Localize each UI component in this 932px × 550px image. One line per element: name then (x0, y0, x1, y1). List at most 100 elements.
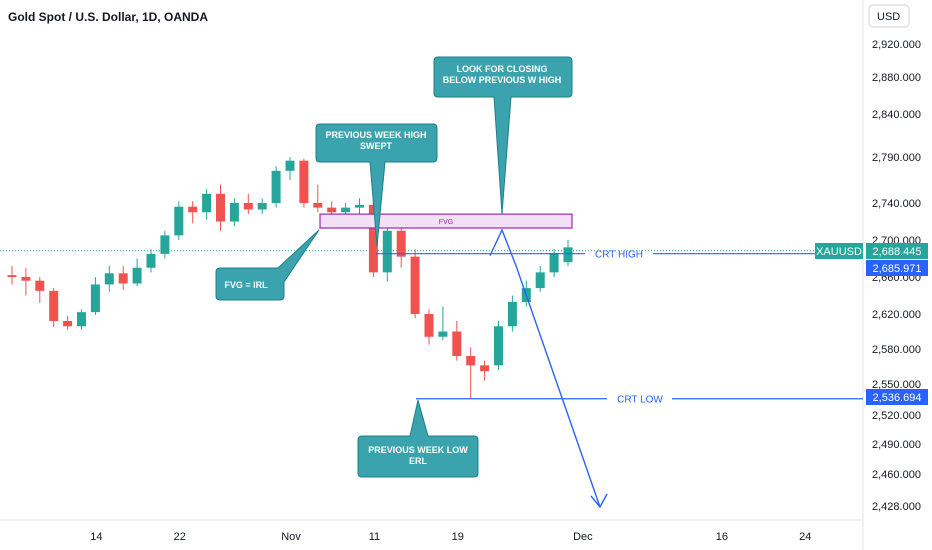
candle (507, 295, 517, 332)
candle (438, 306, 448, 341)
x-tick-label: 19 (452, 531, 464, 543)
candle (285, 157, 295, 180)
y-tick-label: 2,880.000 (872, 72, 921, 84)
candle-body (327, 207, 337, 213)
candle (118, 265, 128, 290)
candle-body (563, 247, 573, 263)
candle (229, 198, 239, 227)
price-tag-crt-high: 2,685.971 (866, 260, 928, 276)
candle-body (77, 312, 86, 327)
candle (396, 226, 406, 268)
candle (299, 158, 309, 208)
price-tag-crt-low: 2,536.694 (866, 389, 928, 405)
candle-body (355, 204, 364, 208)
candle-body (452, 331, 462, 356)
callout-previous-week-low[interactable]: PREVIOUS WEEK LOW ERL (357, 399, 479, 478)
callout-previous-week-low-line-2: ERL (409, 456, 428, 466)
candle (355, 198, 364, 215)
crt-high-level[interactable]: CRT HIGH (376, 250, 863, 261)
candle (313, 184, 323, 213)
candle (7, 265, 17, 285)
fvg-label: FVG (439, 219, 453, 226)
candle-body (7, 275, 17, 277)
callout-look-for-closing-line-1: LOOK FOR CLOSING (457, 64, 548, 74)
price-tag-crt-low-label: 2,536.694 (873, 392, 922, 404)
x-tick-label: 11 (369, 531, 380, 543)
candle-body (146, 253, 156, 268)
candle-body (202, 193, 212, 213)
candle (202, 189, 212, 220)
candle (563, 240, 573, 266)
candle (104, 265, 114, 292)
candle-body (90, 284, 100, 313)
crt-low-label: CRT LOW (617, 395, 663, 406)
candle-body (21, 277, 31, 281)
candle (146, 249, 156, 273)
callout-fvg-irl[interactable]: FVG = IRL (215, 229, 320, 301)
candle (257, 198, 267, 215)
candle-body (188, 206, 198, 213)
candle (494, 321, 503, 370)
time-axis[interactable]: 14 22 Nov 11 19 Dec 16 24 (90, 531, 811, 543)
candle-body (49, 290, 59, 321)
candle-body (104, 273, 114, 285)
fvg-zone[interactable]: FVG (319, 213, 573, 229)
candle-body (480, 365, 490, 372)
candle-body (216, 193, 225, 222)
candle-body (341, 207, 351, 213)
candle-body (466, 356, 476, 366)
y-tick-label: 2,790.000 (872, 152, 921, 164)
candle-body (132, 267, 142, 284)
candle-body (271, 170, 281, 203)
candle-body (424, 314, 434, 337)
price-tag-symbol: XAUUSD (815, 243, 863, 259)
candle (410, 249, 420, 319)
y-tick-label: 2,460.000 (872, 469, 921, 481)
y-tick-label: 2,840.000 (872, 109, 921, 121)
candle (49, 288, 59, 328)
currency-button[interactable]: USD (868, 4, 910, 28)
y-tick-label: 2,550.000 (872, 379, 921, 391)
callout-previous-week-high-line-1: PREVIOUS WEEK HIGH (325, 130, 426, 140)
candle (480, 360, 490, 381)
x-tick-label: Dec (573, 531, 593, 543)
candle (35, 277, 45, 303)
candle-body (174, 206, 184, 236)
x-tick-label: 16 (716, 531, 728, 543)
price-tag-last-label: 2,688.445 (873, 246, 922, 258)
candle (160, 230, 170, 259)
candle-body (299, 160, 309, 203)
candle (327, 201, 337, 215)
candle-body (257, 203, 267, 210)
price-axis[interactable]: 2,920.000 2,880.000 2,840.000 2,790.000 2,74… (872, 39, 921, 513)
currency-button-label: USD (877, 11, 900, 23)
y-tick-label: 2,520.000 (872, 410, 921, 422)
x-tick-label: 22 (174, 531, 186, 543)
y-tick-label: 2,620.000 (872, 309, 921, 321)
candle-body (35, 280, 45, 291)
callout-previous-week-high[interactable]: PREVIOUS WEEK HIGH SWEPT (315, 123, 438, 247)
candle-body (494, 326, 503, 366)
price-tag-symbol-label: XAUUSD (816, 246, 862, 258)
y-tick-label: 2,428.000 (872, 501, 921, 513)
callout-look-for-closing[interactable]: LOOK FOR CLOSING BELOW PREVIOUS W HIGH (433, 56, 573, 215)
callout-previous-week-low-line-1: PREVIOUS WEEK LOW (368, 445, 468, 455)
candle (174, 201, 184, 240)
candle-body (368, 204, 378, 273)
projection-arrow[interactable] (489, 228, 608, 509)
crt-low-level[interactable]: CRT LOW (416, 395, 863, 406)
price-tag-crt-high-label: 2,685.971 (873, 263, 922, 275)
candle (132, 258, 142, 287)
candle-body (382, 230, 392, 273)
candle-body (63, 321, 73, 327)
candle-body (285, 160, 295, 171)
y-tick-label: 2,490.000 (872, 439, 921, 451)
candle (382, 221, 392, 282)
candle-body (410, 256, 420, 314)
price-tag-last: 2,688.445 (866, 243, 928, 259)
candle (63, 315, 73, 330)
crt-high-label: CRT HIGH (595, 250, 643, 261)
candle-body (396, 230, 406, 257)
candle (466, 347, 476, 399)
